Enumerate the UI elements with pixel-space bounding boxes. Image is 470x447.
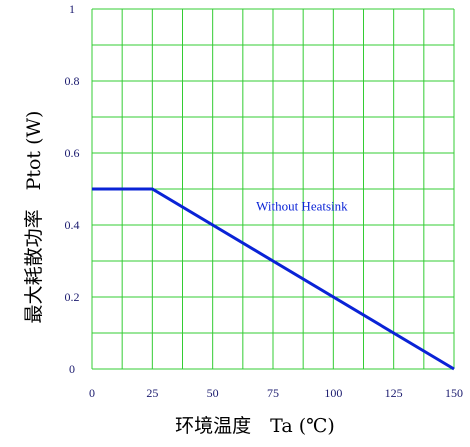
y-tick-label: 0	[69, 362, 75, 376]
x-tick-label: 50	[207, 386, 219, 400]
x-tick-labels: 0 25 50 75 100 125 150	[89, 386, 463, 400]
series-line	[92, 187, 455, 371]
annotations: Without Heatsink	[256, 199, 348, 214]
y-axis-label: 最大耗散功率 Ptot (W)	[23, 111, 45, 324]
y-tick-label: 0.2	[65, 290, 80, 304]
series-group	[92, 187, 455, 371]
x-axis-label: 环境温度 Ta (℃)	[175, 415, 335, 437]
y-tick-label: 1	[69, 2, 75, 16]
x-tick-label: 125	[385, 386, 403, 400]
x-tick-label: 25	[146, 386, 158, 400]
y-tick-label: 0.6	[65, 146, 80, 160]
x-tick-label: 0	[89, 386, 95, 400]
x-tick-label: 150	[445, 386, 463, 400]
annotation-label: Without Heatsink	[256, 199, 348, 214]
y-tick-labels: 0 0.2 0.4 0.6 0.8 1	[65, 2, 80, 376]
y-tick-label: 0.4	[65, 218, 80, 232]
x-tick-label: 75	[267, 386, 279, 400]
y-tick-label: 0.8	[65, 74, 80, 88]
plot-grid	[91, 8, 455, 370]
x-tick-label: 100	[324, 386, 342, 400]
